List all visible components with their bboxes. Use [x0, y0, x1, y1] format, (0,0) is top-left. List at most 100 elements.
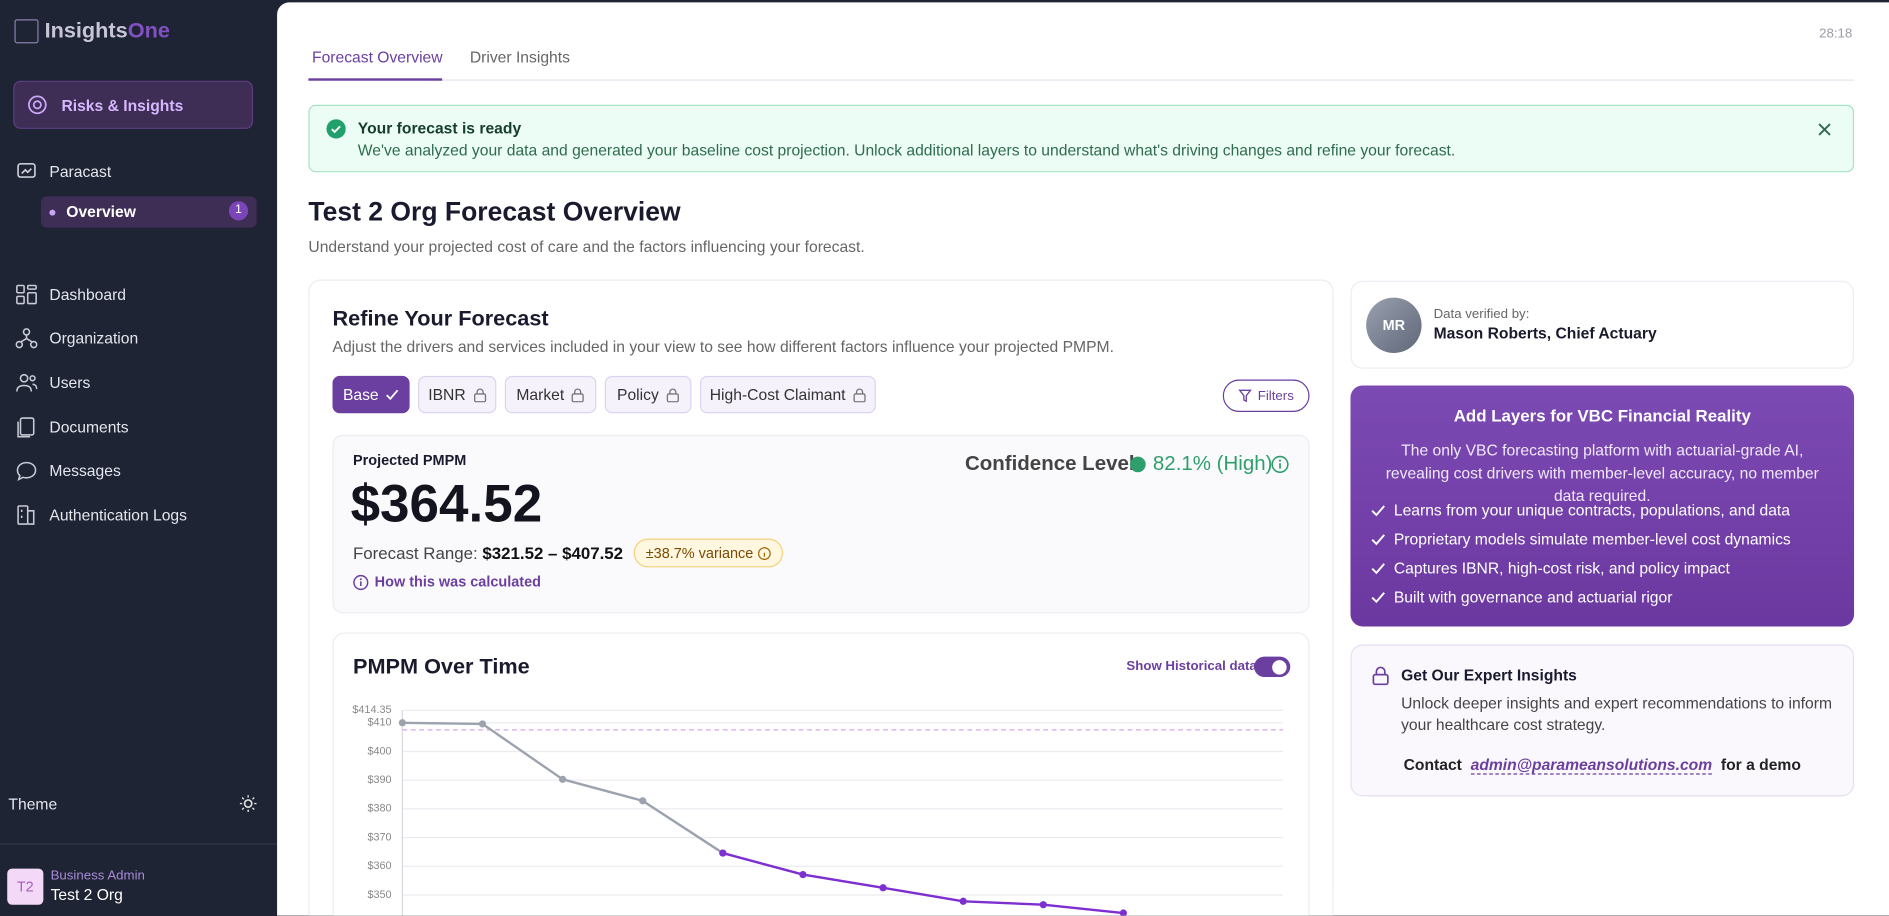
expert-title: Get Our Expert Insights — [1401, 666, 1577, 685]
nav-item[interactable]: Users — [49, 373, 91, 392]
nav-icon — [15, 328, 38, 349]
chip-label: IBNR — [428, 385, 466, 404]
filters-button[interactable]: Filters — [1222, 379, 1310, 413]
logo-box — [14, 19, 39, 44]
contact: Contact admin@parameansolutions.com for … — [1350, 755, 1854, 775]
timer: 28:18 — [1819, 26, 1853, 41]
nav-icon — [16, 461, 37, 481]
y-tick-label: $414.35 — [352, 704, 391, 716]
filter-icon — [1238, 389, 1252, 403]
nav-icon — [17, 417, 35, 438]
tab-border — [308, 79, 1855, 81]
chip[interactable]: Policy — [604, 375, 692, 414]
chip-lock — [853, 387, 866, 402]
expert-card — [1350, 644, 1855, 797]
nav-item[interactable]: Messages — [49, 461, 121, 480]
variance: ±38.7% variance — [645, 544, 754, 562]
user-role: Business Admin — [50, 868, 145, 884]
tab[interactable]: Driver Insights — [469, 48, 570, 67]
filters-label: Filters — [1257, 388, 1294, 403]
series-line — [722, 851, 1124, 915]
alert-close[interactable] — [1818, 123, 1831, 136]
toggle-knob — [1272, 659, 1287, 675]
verified-card — [1350, 280, 1855, 369]
data-point — [1119, 909, 1128, 916]
expert-text: Unlock deeper insights and expert recomm… — [1401, 693, 1833, 734]
subitem-dot — [49, 209, 56, 216]
y-tick-label: $390 — [367, 774, 391, 786]
contact-label: Contact — [1403, 755, 1462, 774]
chip-lock — [572, 387, 585, 402]
chip[interactable]: Base — [332, 375, 410, 414]
data-point — [478, 720, 487, 728]
chart-title: PMPM Over Time — [352, 654, 530, 679]
promo-text: The only VBC forecasting platform with a… — [1385, 440, 1819, 505]
how-link[interactable]: How this was calculated — [374, 573, 541, 591]
chip[interactable]: Market — [504, 375, 597, 414]
chip-label: Market — [516, 385, 565, 404]
variance-pill: ±38.7% variance — [633, 538, 784, 568]
theme-label: Theme — [8, 795, 58, 814]
page-subtitle: Understand your projected cost of care a… — [308, 237, 865, 256]
promo-bullet: Learns from your unique contracts, popul… — [1393, 501, 1791, 520]
verified-label: Data verified by: — [1433, 307, 1530, 322]
data-point — [558, 775, 567, 783]
how-icon — [353, 574, 369, 591]
promo-title: Add Layers for VBC Financial Reality — [1453, 405, 1751, 426]
section-icon — [28, 95, 47, 115]
variance-info — [758, 546, 772, 560]
nav-item[interactable]: Organization — [49, 328, 139, 347]
nav-icon — [16, 373, 38, 392]
y-tick-label: $380 — [367, 803, 391, 815]
projection-value: $364.52 — [350, 474, 543, 534]
bullet-check — [1371, 592, 1385, 604]
lock-icon — [1372, 666, 1389, 686]
confidence-value: 82.1% (High) — [1152, 451, 1273, 475]
group-icon — [17, 162, 36, 178]
subitem-label: Overview — [66, 202, 136, 221]
range: Forecast Range: $321.52 – $407.52 — [353, 543, 623, 562]
group-label[interactable]: Paracast — [49, 162, 112, 181]
bullet-check — [1371, 534, 1385, 546]
alert — [308, 104, 1855, 173]
chip[interactable]: IBNR — [418, 375, 497, 414]
chip-label: High-Cost Claimant — [709, 385, 846, 404]
refine-title: Refine Your Forecast — [332, 305, 549, 331]
nav-icon — [16, 284, 37, 305]
chip-lock — [666, 387, 679, 402]
divider — [0, 843, 278, 845]
toggle-label: Show Historical data — [1126, 658, 1257, 674]
data-point — [879, 884, 887, 892]
user-org: Test 2 Org — [50, 885, 123, 904]
chip[interactable]: High-Cost Claimant — [699, 375, 876, 414]
data-point — [1039, 901, 1047, 909]
nav-item[interactable]: Documents — [49, 418, 129, 437]
tab-underline — [308, 78, 443, 81]
nav-icon — [17, 505, 35, 525]
theme-toggle[interactable] — [239, 795, 257, 812]
promo-bullet: Captures IBNR, high-cost risk, and polic… — [1393, 558, 1730, 578]
projection-label: Projected PMPM — [352, 451, 467, 469]
range-value: $321.52 – $407.52 — [482, 543, 624, 563]
page-title: Test 2 Org Forecast Overview — [308, 196, 681, 227]
confidence-dot — [1130, 456, 1146, 473]
subitem[interactable] — [40, 196, 257, 228]
y-tick-label: $350 — [367, 889, 391, 901]
nav-item[interactable]: Dashboard — [49, 285, 127, 304]
contact-email[interactable]: admin@parameansolutions.com — [1470, 755, 1713, 775]
active-section[interactable] — [13, 80, 253, 129]
contact-suffix: for a demo — [1720, 755, 1801, 774]
data-point — [799, 870, 807, 879]
chip-lock — [473, 387, 486, 402]
tab-active[interactable]: Forecast Overview — [312, 48, 443, 67]
brand: InsightsOne — [45, 18, 170, 43]
y-tick-label: $400 — [367, 745, 391, 757]
toggle[interactable] — [1254, 656, 1291, 678]
alert-text: We've analyzed your data and generated y… — [357, 140, 1456, 160]
confidence-label: Confidence Level — [964, 451, 1135, 475]
nav-item[interactable]: Authentication Logs — [49, 505, 187, 525]
info-icon[interactable] — [1271, 455, 1289, 474]
plot: $350 $360 $370 $380 $390 $400 $410$414.35 — [352, 704, 1284, 916]
